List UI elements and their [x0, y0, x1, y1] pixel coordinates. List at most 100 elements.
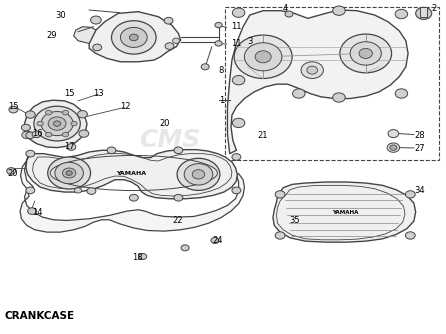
Polygon shape [273, 182, 416, 242]
Circle shape [232, 8, 245, 17]
Text: 29: 29 [46, 31, 57, 39]
Text: 30: 30 [55, 11, 66, 19]
Circle shape [211, 237, 219, 243]
Bar [420, 7, 427, 17]
Circle shape [22, 131, 32, 139]
Circle shape [26, 150, 35, 157]
Circle shape [174, 147, 183, 154]
Circle shape [112, 21, 156, 54]
Circle shape [139, 254, 147, 260]
Circle shape [165, 43, 174, 49]
Circle shape [232, 75, 245, 85]
Circle shape [91, 16, 101, 24]
Circle shape [301, 62, 323, 78]
Circle shape [293, 89, 305, 98]
Circle shape [55, 162, 83, 184]
Circle shape [107, 147, 116, 154]
Circle shape [26, 187, 35, 194]
Text: 14: 14 [32, 208, 42, 216]
Circle shape [232, 154, 241, 160]
Text: 16: 16 [32, 129, 42, 138]
Circle shape [307, 66, 318, 74]
Text: 18: 18 [132, 253, 143, 262]
Text: 21: 21 [258, 131, 268, 140]
Text: 13: 13 [93, 89, 103, 98]
Polygon shape [25, 100, 87, 148]
Circle shape [174, 194, 183, 201]
Circle shape [359, 48, 372, 58]
Circle shape [215, 22, 222, 28]
Text: 8: 8 [219, 66, 224, 74]
Text: 27: 27 [415, 144, 425, 153]
Polygon shape [20, 154, 244, 232]
Circle shape [333, 93, 345, 102]
Circle shape [181, 245, 189, 251]
Circle shape [79, 130, 89, 137]
Circle shape [275, 191, 285, 198]
Text: 35: 35 [289, 216, 300, 225]
Text: 4: 4 [283, 4, 288, 13]
Circle shape [87, 188, 96, 194]
Text: 20: 20 [7, 169, 18, 178]
Circle shape [93, 44, 102, 51]
Text: 11: 11 [231, 39, 242, 48]
Text: 15: 15 [64, 89, 74, 98]
Circle shape [232, 187, 241, 194]
Text: 11: 11 [231, 22, 242, 31]
Circle shape [7, 168, 16, 174]
Circle shape [232, 118, 245, 128]
Circle shape [405, 191, 415, 198]
Circle shape [416, 7, 432, 19]
Text: 2: 2 [432, 4, 437, 13]
Text: 28: 28 [415, 131, 425, 140]
Circle shape [405, 232, 415, 239]
Circle shape [54, 121, 61, 126]
Circle shape [350, 42, 381, 65]
Circle shape [74, 188, 82, 193]
Circle shape [62, 132, 69, 137]
Circle shape [275, 232, 285, 239]
Circle shape [192, 170, 205, 179]
Circle shape [388, 130, 399, 138]
Circle shape [129, 34, 138, 41]
Polygon shape [227, 10, 408, 154]
Polygon shape [26, 150, 237, 199]
Circle shape [62, 110, 69, 115]
Circle shape [25, 111, 35, 118]
Text: 22: 22 [172, 216, 183, 225]
Text: 15: 15 [8, 103, 19, 111]
Circle shape [164, 17, 173, 24]
Polygon shape [74, 27, 96, 43]
Circle shape [45, 132, 52, 137]
Text: YAMAHA: YAMAHA [116, 171, 147, 175]
Circle shape [71, 121, 77, 126]
Circle shape [201, 64, 209, 70]
Text: CRANKCASE: CRANKCASE [4, 311, 74, 321]
Circle shape [62, 168, 76, 178]
Circle shape [333, 6, 345, 15]
Circle shape [26, 132, 35, 139]
Circle shape [41, 112, 73, 136]
Circle shape [129, 194, 138, 201]
Text: 17: 17 [64, 143, 74, 151]
Circle shape [9, 106, 18, 113]
Text: 12: 12 [120, 103, 130, 111]
Circle shape [48, 117, 66, 130]
Circle shape [387, 143, 400, 152]
Circle shape [234, 35, 292, 78]
Circle shape [340, 34, 392, 73]
Bar [225, 7, 439, 160]
Circle shape [285, 11, 293, 17]
Circle shape [395, 89, 408, 98]
Circle shape [244, 43, 282, 71]
Text: 24: 24 [212, 236, 223, 245]
Circle shape [21, 124, 30, 131]
Circle shape [173, 38, 180, 43]
Circle shape [37, 121, 43, 126]
Circle shape [255, 51, 271, 63]
Circle shape [34, 106, 80, 141]
Circle shape [395, 9, 408, 19]
Text: 34: 34 [414, 186, 425, 195]
Text: 3: 3 [248, 37, 253, 46]
Circle shape [78, 111, 87, 118]
